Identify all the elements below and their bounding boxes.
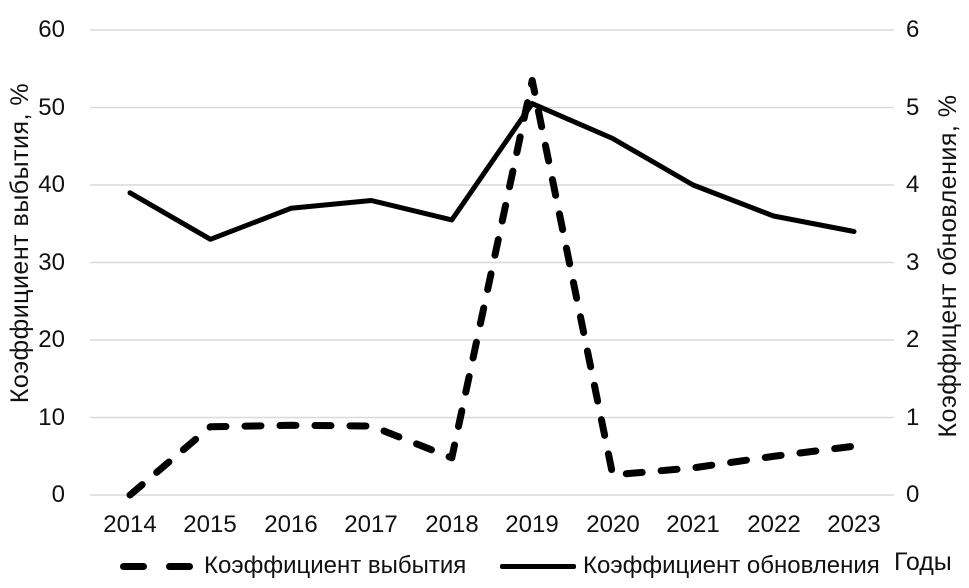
x-axis-tick: 2023	[827, 511, 881, 538]
y-axis-left-tick: 30	[38, 249, 65, 276]
dashed-line-icon	[120, 562, 193, 570]
y-axis-right-tick: 0	[906, 481, 920, 508]
y-axis-left-tick: 60	[38, 16, 65, 43]
x-axis-tick: 2016	[264, 511, 318, 538]
x-axis-tick: 2019	[505, 511, 559, 538]
y-axis-right-tick: 6	[906, 16, 920, 43]
y-axis-left-tick: 10	[38, 404, 65, 431]
y-axis-right-tick: 5	[906, 94, 920, 121]
x-axis-tick: 2021	[666, 511, 720, 538]
legend-label-obnovleniya: Коэффициент обновления	[583, 552, 880, 579]
x-axis-tick: 2017	[344, 511, 398, 538]
x-axis-tick: 2015	[183, 511, 237, 538]
y-axis-right-tick: 3	[906, 249, 920, 276]
x-axis-tick: 2022	[747, 511, 801, 538]
dash-segment	[166, 562, 193, 570]
series-line-solid	[127, 101, 857, 242]
y-axis-left-tick: 40	[38, 171, 65, 198]
solid-line-icon	[500, 563, 576, 569]
y-axis-left-tick: 50	[38, 94, 65, 121]
x-axis-tick: 2018	[425, 511, 479, 538]
y-axis-right-tick: 4	[906, 171, 920, 198]
y-axis-left-tick: 0	[51, 481, 65, 508]
y-axis-left-tick: 20	[38, 326, 65, 353]
legend-label-vybytiya: Коэффициент выбытия	[204, 552, 467, 579]
legend-item-obnovleniya: Коэффициент обновления	[500, 552, 880, 580]
legend-item-vybytiya: Коэффициент выбытия	[120, 552, 466, 580]
x-axis-tick: 2014	[103, 511, 157, 538]
x-axis-tick: 2020	[586, 511, 640, 538]
series-line-dashed	[126, 76, 858, 499]
dash-segment	[120, 562, 147, 570]
y-axis-right-tick: 1	[906, 404, 920, 431]
y-axis-right-tick: 2	[906, 326, 920, 353]
x-axis-title: Годы	[894, 548, 952, 576]
